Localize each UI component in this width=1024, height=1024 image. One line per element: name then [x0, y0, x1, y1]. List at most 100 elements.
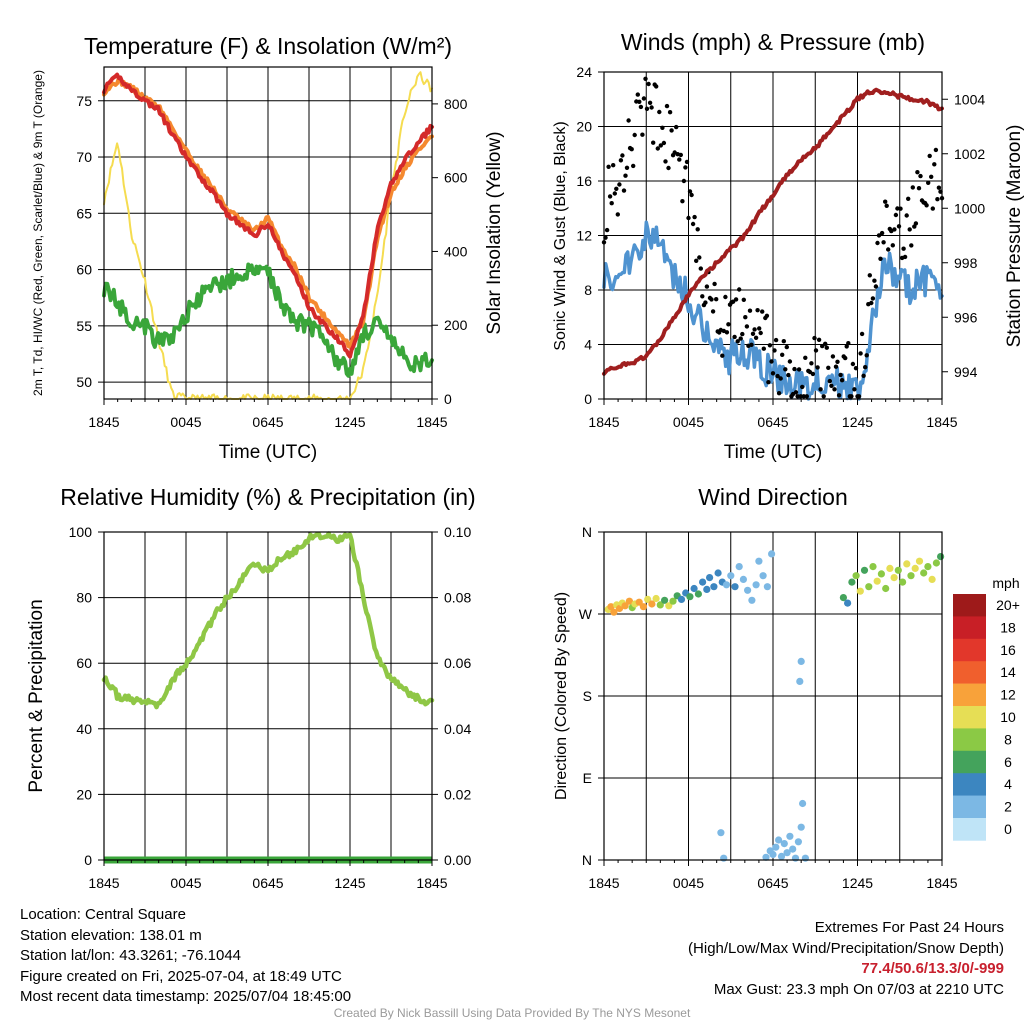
gust-point	[856, 394, 862, 399]
legend-swatch	[953, 750, 986, 774]
y2-tick-label: 0.02	[444, 786, 471, 802]
gust-point	[641, 96, 647, 101]
gust-point	[700, 294, 705, 299]
gust-point	[743, 315, 748, 320]
temperature-2m-line	[102, 72, 434, 359]
direction-point	[848, 578, 856, 586]
gust-point	[614, 186, 619, 191]
x-tick-label: 0045	[170, 875, 201, 891]
direction-point	[877, 570, 886, 578]
x-tick-label: 0045	[673, 875, 704, 891]
gust-point	[935, 197, 940, 202]
x-tick-label: 1845	[926, 875, 957, 891]
gust-point	[810, 371, 816, 377]
y2-tick-label: 1002	[954, 146, 985, 162]
gust-point	[892, 227, 897, 232]
chart-title: Winds (mph) & Pressure (mb)	[621, 29, 925, 55]
gust-point	[853, 366, 859, 371]
gust-point	[611, 163, 616, 168]
x-tick-label: 0645	[252, 875, 283, 891]
direction-point	[886, 564, 894, 573]
location-text: Location: Central Square	[20, 906, 186, 923]
y-tick-label: N	[582, 524, 592, 540]
gust-point	[769, 359, 774, 364]
direction-point	[699, 578, 707, 586]
x-tick-label: 1845	[416, 875, 447, 891]
gust-point	[649, 105, 654, 110]
gust-point	[643, 76, 648, 82]
gust-point	[677, 157, 682, 162]
legend-swatch	[953, 683, 986, 707]
direction-point	[873, 577, 881, 585]
gust-point	[936, 185, 942, 190]
gust-point	[623, 173, 628, 178]
legend-label: 12	[1000, 687, 1016, 703]
extremes-title: Extremes For Past 24 Hours	[814, 919, 1004, 936]
gust-point	[781, 339, 786, 344]
gust-point	[863, 365, 868, 370]
direction-point	[706, 574, 714, 582]
direction-point	[775, 836, 783, 844]
legend-label: 16	[1000, 642, 1016, 658]
panel-2: 0 4 8 12 16 20 24 994 996 998 1000 1002 1004 1845 0045…	[552, 29, 1024, 463]
direction-point	[783, 849, 791, 857]
x-tick-label: 1245	[334, 875, 365, 891]
legend-label: 2	[1004, 799, 1012, 815]
gust-point	[812, 335, 817, 341]
gust-point	[735, 339, 740, 344]
direction-point	[763, 583, 772, 591]
gust-point	[803, 355, 808, 360]
gust-point	[786, 372, 791, 378]
legend-label: 0	[1004, 821, 1012, 837]
direction-point	[801, 854, 810, 862]
legend-swatch	[953, 638, 986, 662]
speed-legend: mph 20+ 18 16 14 12 10 8 6 4 2 0	[953, 575, 1020, 841]
gust-point	[617, 182, 622, 187]
gust-point	[778, 376, 783, 381]
gust-point	[626, 118, 631, 123]
y-tick-label: 65	[76, 205, 92, 221]
gust-point	[712, 281, 717, 287]
gust-point	[824, 345, 829, 350]
gust-point	[869, 300, 874, 306]
direction-point	[777, 852, 786, 861]
gust-point	[915, 170, 920, 175]
gust-point	[867, 273, 872, 278]
gust-point	[878, 256, 883, 261]
direction-point	[703, 585, 711, 594]
gust-point	[640, 132, 645, 137]
gust-point	[631, 163, 636, 169]
gust-point	[666, 165, 671, 171]
gust-point	[846, 341, 851, 346]
legend-title: mph	[992, 575, 1019, 591]
legend-swatch	[953, 728, 986, 752]
direction-point	[890, 574, 898, 582]
gust-point	[849, 394, 854, 399]
gust-point	[864, 353, 869, 358]
direction-point	[780, 840, 788, 848]
direction-point	[920, 569, 928, 577]
gust-point	[835, 359, 840, 364]
direction-point	[882, 584, 890, 593]
gust-point	[663, 159, 668, 164]
gust-point	[787, 359, 793, 364]
direction-point	[937, 553, 945, 561]
gust-point	[683, 165, 688, 170]
direction-point	[661, 596, 669, 604]
gust-point	[647, 100, 653, 106]
gust-point	[902, 254, 908, 260]
direction-point	[794, 838, 803, 846]
direction-point	[869, 563, 877, 571]
direction-point	[731, 583, 739, 591]
gust-point	[829, 383, 834, 388]
legend-label: 18	[1000, 619, 1016, 635]
gust-point	[657, 109, 662, 115]
gust-point	[664, 103, 670, 109]
gust-point	[709, 297, 714, 302]
y2-tick-label: 0.00	[444, 852, 471, 868]
gust-point	[674, 124, 679, 130]
gust-point	[792, 366, 797, 372]
gust-point	[818, 387, 823, 392]
gust-point	[820, 343, 825, 349]
gust-point	[637, 99, 642, 105]
